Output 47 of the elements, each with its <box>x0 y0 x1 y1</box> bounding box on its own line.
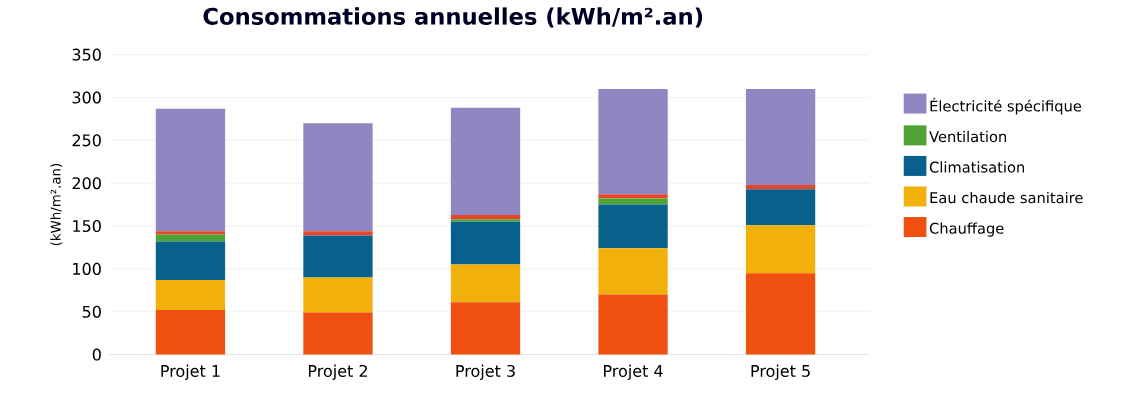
bar <box>303 123 373 232</box>
bar <box>598 194 668 199</box>
bar <box>450 221 521 265</box>
bar <box>450 214 521 220</box>
bar <box>450 302 521 355</box>
bar <box>598 204 668 249</box>
bar <box>598 88 668 195</box>
x-tick-label: Projet 3 <box>456 364 515 380</box>
y-tick-label: 100 <box>73 262 101 275</box>
bar <box>598 198 668 205</box>
y-tick-label: 200 <box>72 177 101 190</box>
bar <box>598 294 668 355</box>
bar <box>745 88 816 185</box>
y-tick-label: 0 <box>92 348 101 361</box>
x-tick-label: Projet 4 <box>604 364 663 380</box>
bar <box>155 108 226 232</box>
x-tick-label: Projet 1 <box>161 364 220 380</box>
legend-label: Climatisation <box>929 161 1025 173</box>
bar <box>155 279 226 310</box>
y-tick-label: 350 <box>72 48 101 61</box>
x-tick-label: Projet 2 <box>308 364 367 380</box>
y-tick-label: 150 <box>73 219 101 232</box>
legend-label: Électricité spécifique <box>930 97 1082 115</box>
bar <box>450 219 521 222</box>
legend-label: Ventilation <box>929 130 1007 143</box>
bar <box>598 248 668 295</box>
y-tick-label: 250 <box>72 134 101 147</box>
x-tick-label: Projet 5 <box>751 364 810 380</box>
legend-label: Chauffage <box>929 222 1004 237</box>
bar <box>303 235 373 278</box>
bar <box>745 273 816 355</box>
bar <box>303 277 373 313</box>
bar <box>303 312 373 355</box>
bar <box>745 189 816 226</box>
bar <box>450 107 521 215</box>
chart-title: Consommations annuelles (kWh/m².an) <box>203 7 703 28</box>
y-tick-label: 300 <box>72 91 101 104</box>
bar <box>745 184 816 190</box>
bar <box>155 231 226 235</box>
bar <box>303 231 373 236</box>
bar <box>450 264 521 303</box>
y-axis-title: (kWh/m².an) <box>50 163 63 246</box>
bar <box>155 309 226 355</box>
bar <box>745 225 816 274</box>
legend-label: Eau chaude sanitaire <box>930 191 1083 204</box>
bar <box>155 241 226 280</box>
y-tick-label: 50 <box>82 305 101 318</box>
